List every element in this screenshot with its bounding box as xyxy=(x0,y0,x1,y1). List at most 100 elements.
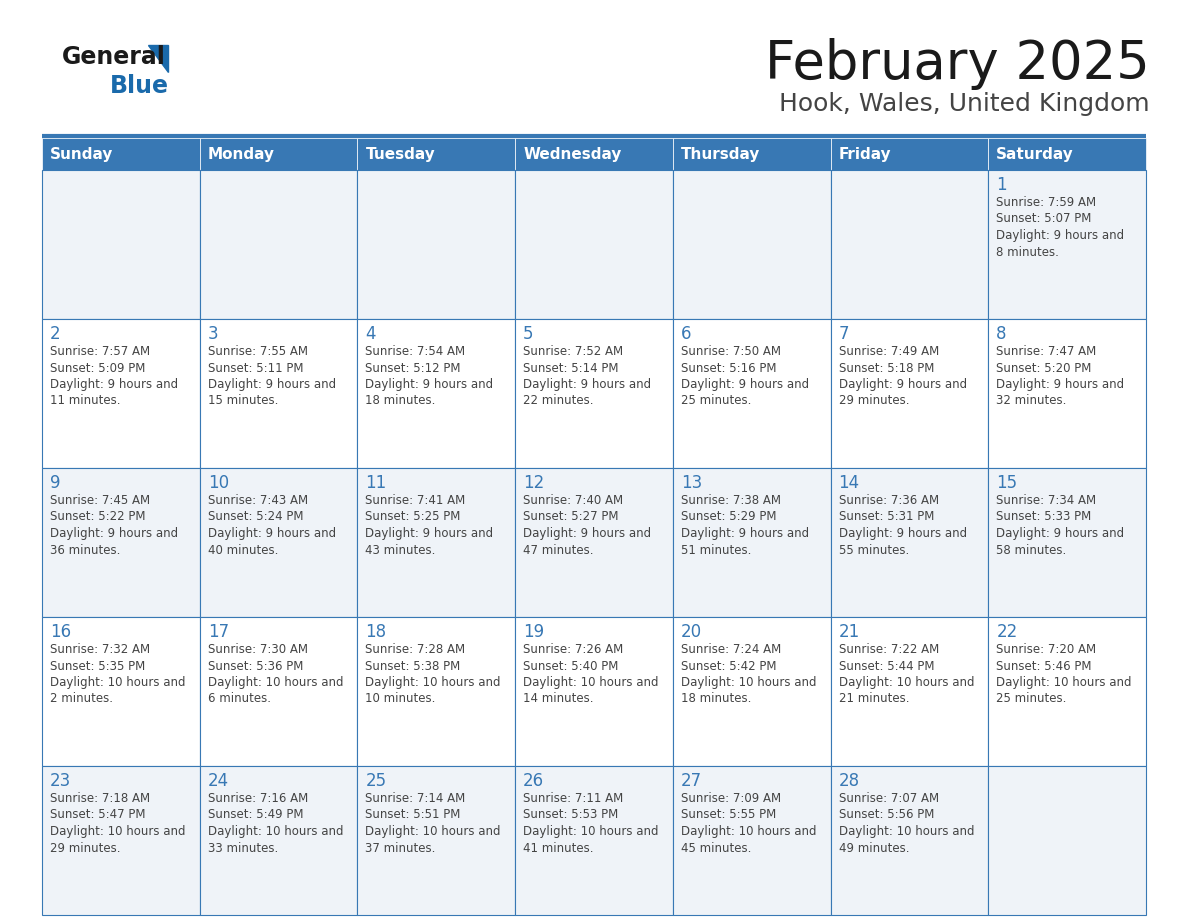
Bar xyxy=(672,766,830,915)
Bar xyxy=(672,468,830,617)
Bar xyxy=(358,170,516,319)
Text: Daylight: 10 hours and: Daylight: 10 hours and xyxy=(366,676,501,689)
Bar xyxy=(516,319,672,468)
Text: Sunrise: 7:32 AM: Sunrise: 7:32 AM xyxy=(50,643,150,656)
Text: Saturday: Saturday xyxy=(997,147,1074,162)
Bar xyxy=(988,617,1146,766)
Text: 41 minutes.: 41 minutes. xyxy=(523,842,594,855)
Text: 37 minutes.: 37 minutes. xyxy=(366,842,436,855)
Text: 8 minutes.: 8 minutes. xyxy=(997,245,1060,259)
Text: 13: 13 xyxy=(681,474,702,492)
Bar xyxy=(672,617,830,766)
Text: Sunrise: 7:50 AM: Sunrise: 7:50 AM xyxy=(681,345,781,358)
Text: 45 minutes.: 45 minutes. xyxy=(681,842,751,855)
Text: 11: 11 xyxy=(366,474,386,492)
Text: 10 minutes.: 10 minutes. xyxy=(366,692,436,706)
Text: 15 minutes.: 15 minutes. xyxy=(208,395,278,408)
Text: Daylight: 9 hours and: Daylight: 9 hours and xyxy=(997,378,1124,391)
Text: Sunset: 5:33 PM: Sunset: 5:33 PM xyxy=(997,510,1092,523)
Text: Sunset: 5:27 PM: Sunset: 5:27 PM xyxy=(523,510,619,523)
Text: Sunset: 5:36 PM: Sunset: 5:36 PM xyxy=(208,659,303,673)
Text: 22: 22 xyxy=(997,623,1018,641)
Text: Sunrise: 7:09 AM: Sunrise: 7:09 AM xyxy=(681,792,781,805)
Text: Sunrise: 7:28 AM: Sunrise: 7:28 AM xyxy=(366,643,466,656)
Text: 20: 20 xyxy=(681,623,702,641)
Text: Daylight: 10 hours and: Daylight: 10 hours and xyxy=(50,825,185,838)
Text: Sunset: 5:56 PM: Sunset: 5:56 PM xyxy=(839,809,934,822)
Text: Daylight: 9 hours and: Daylight: 9 hours and xyxy=(523,378,651,391)
Text: Sunrise: 7:47 AM: Sunrise: 7:47 AM xyxy=(997,345,1097,358)
Text: Sunrise: 7:34 AM: Sunrise: 7:34 AM xyxy=(997,494,1097,507)
Text: Daylight: 10 hours and: Daylight: 10 hours and xyxy=(839,825,974,838)
Text: Sunset: 5:16 PM: Sunset: 5:16 PM xyxy=(681,362,776,375)
Text: 18 minutes.: 18 minutes. xyxy=(681,692,751,706)
Text: 25 minutes.: 25 minutes. xyxy=(997,692,1067,706)
Text: Tuesday: Tuesday xyxy=(366,147,435,162)
Text: Daylight: 10 hours and: Daylight: 10 hours and xyxy=(997,676,1132,689)
Text: 26: 26 xyxy=(523,772,544,790)
Text: Daylight: 9 hours and: Daylight: 9 hours and xyxy=(997,527,1124,540)
Text: Sunset: 5:38 PM: Sunset: 5:38 PM xyxy=(366,659,461,673)
Text: 43 minutes.: 43 minutes. xyxy=(366,543,436,556)
Text: 21 minutes.: 21 minutes. xyxy=(839,692,909,706)
Text: 58 minutes.: 58 minutes. xyxy=(997,543,1067,556)
Bar xyxy=(988,138,1146,170)
Text: Daylight: 10 hours and: Daylight: 10 hours and xyxy=(50,676,185,689)
Text: Sunrise: 7:59 AM: Sunrise: 7:59 AM xyxy=(997,196,1097,209)
Text: Sunrise: 7:16 AM: Sunrise: 7:16 AM xyxy=(208,792,308,805)
Text: Sunrise: 7:52 AM: Sunrise: 7:52 AM xyxy=(523,345,624,358)
Text: 25: 25 xyxy=(366,772,386,790)
Bar xyxy=(830,319,988,468)
Text: Sunrise: 7:22 AM: Sunrise: 7:22 AM xyxy=(839,643,939,656)
Bar xyxy=(42,319,200,468)
Bar xyxy=(42,138,200,170)
Text: 1: 1 xyxy=(997,176,1007,194)
Text: 22 minutes.: 22 minutes. xyxy=(523,395,594,408)
Bar xyxy=(988,766,1146,915)
Bar xyxy=(516,766,672,915)
Text: 7: 7 xyxy=(839,325,849,343)
Bar xyxy=(988,468,1146,617)
Text: 40 minutes.: 40 minutes. xyxy=(208,543,278,556)
Text: Sunset: 5:46 PM: Sunset: 5:46 PM xyxy=(997,659,1092,673)
Bar xyxy=(830,766,988,915)
Text: Sunrise: 7:54 AM: Sunrise: 7:54 AM xyxy=(366,345,466,358)
Text: Sunrise: 7:20 AM: Sunrise: 7:20 AM xyxy=(997,643,1097,656)
Text: 47 minutes.: 47 minutes. xyxy=(523,543,594,556)
Text: 29 minutes.: 29 minutes. xyxy=(50,842,120,855)
Text: Daylight: 10 hours and: Daylight: 10 hours and xyxy=(681,676,816,689)
Text: Sunrise: 7:24 AM: Sunrise: 7:24 AM xyxy=(681,643,781,656)
Text: Daylight: 9 hours and: Daylight: 9 hours and xyxy=(50,527,178,540)
Bar xyxy=(988,170,1146,319)
Text: 19: 19 xyxy=(523,623,544,641)
Text: Daylight: 9 hours and: Daylight: 9 hours and xyxy=(997,229,1124,242)
Text: 2: 2 xyxy=(50,325,61,343)
Text: Daylight: 9 hours and: Daylight: 9 hours and xyxy=(681,527,809,540)
Bar xyxy=(358,468,516,617)
Text: Daylight: 9 hours and: Daylight: 9 hours and xyxy=(681,378,809,391)
Text: Sunset: 5:53 PM: Sunset: 5:53 PM xyxy=(523,809,619,822)
Text: Daylight: 9 hours and: Daylight: 9 hours and xyxy=(366,527,493,540)
Text: Daylight: 10 hours and: Daylight: 10 hours and xyxy=(208,825,343,838)
Text: Sunset: 5:31 PM: Sunset: 5:31 PM xyxy=(839,510,934,523)
Bar xyxy=(358,617,516,766)
Polygon shape xyxy=(148,45,168,72)
Text: Daylight: 10 hours and: Daylight: 10 hours and xyxy=(208,676,343,689)
Text: Sunrise: 7:07 AM: Sunrise: 7:07 AM xyxy=(839,792,939,805)
Text: Thursday: Thursday xyxy=(681,147,760,162)
Bar xyxy=(200,170,358,319)
Text: 10: 10 xyxy=(208,474,229,492)
Text: 36 minutes.: 36 minutes. xyxy=(50,543,120,556)
Text: 29 minutes.: 29 minutes. xyxy=(839,395,909,408)
Bar xyxy=(830,170,988,319)
Text: 25 minutes.: 25 minutes. xyxy=(681,395,751,408)
Text: Sunset: 5:25 PM: Sunset: 5:25 PM xyxy=(366,510,461,523)
Text: General: General xyxy=(62,45,166,69)
Text: Wednesday: Wednesday xyxy=(523,147,621,162)
Text: Sunset: 5:09 PM: Sunset: 5:09 PM xyxy=(50,362,145,375)
Bar xyxy=(200,319,358,468)
Bar xyxy=(516,617,672,766)
Text: Daylight: 10 hours and: Daylight: 10 hours and xyxy=(523,825,658,838)
Text: Sunrise: 7:49 AM: Sunrise: 7:49 AM xyxy=(839,345,939,358)
Bar xyxy=(672,170,830,319)
